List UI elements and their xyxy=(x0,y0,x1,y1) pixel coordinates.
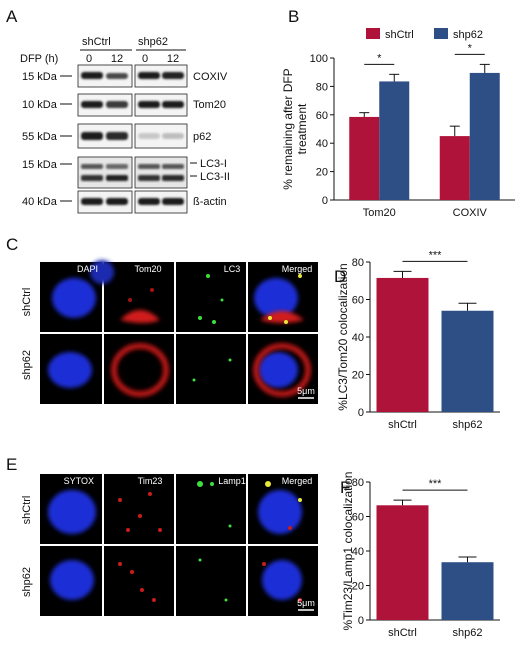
significance-label: * xyxy=(377,52,382,64)
y-tick-label: 100 xyxy=(310,53,328,65)
protein-label-coxiv: COXIV xyxy=(193,71,228,83)
y-tick-label: 60 xyxy=(352,295,364,307)
legend-label: shCtrl xyxy=(385,29,414,41)
y-tick-label: 40 xyxy=(352,546,364,558)
y-tick-label: 40 xyxy=(316,138,328,150)
x-tick-label: shCtrl xyxy=(388,419,417,431)
y-tick-label: 80 xyxy=(316,81,328,93)
timepoint-label: 12 xyxy=(167,53,179,65)
y-tick-label: 0 xyxy=(358,407,364,419)
bar xyxy=(469,72,500,200)
timepoint-label: 0 xyxy=(142,53,148,65)
kda-label: 10 kDa xyxy=(22,99,58,111)
row-label-shctrl: shCtrl xyxy=(21,496,33,525)
channel-label: SYTOX xyxy=(64,476,94,486)
y-tick-label: 60 xyxy=(352,512,364,524)
panel-letter-e: E xyxy=(6,455,17,474)
scale-bar-label: 5μm xyxy=(297,598,315,608)
bar xyxy=(376,505,429,620)
x-tick-label: shCtrl xyxy=(388,627,417,639)
protein-label-lc3-i: LC3-I xyxy=(200,158,227,170)
y-axis-label: treatment xyxy=(295,103,309,154)
protein-label-beta-actin: ß-actin xyxy=(193,196,227,208)
row-label-shp62: shp62 xyxy=(21,350,33,380)
y-tick-label: 20 xyxy=(352,581,364,593)
kda-label: 40 kDa xyxy=(22,196,58,208)
group-label-shp62: shp62 xyxy=(138,36,168,48)
y-tick-label: 0 xyxy=(358,615,364,627)
panel-letter-d: D xyxy=(334,267,346,286)
y-tick-label: 40 xyxy=(352,332,364,344)
row-label-shctrl: shCtrl xyxy=(21,288,33,317)
channel-label: Tom20 xyxy=(134,264,161,274)
channel-label: Merged xyxy=(282,264,313,274)
microscopy-panel-e: shCtrl shp62 SYTOX Tim23 Lamp1 Merged 5μ… xyxy=(21,474,318,616)
group-label-shctrl: shCtrl xyxy=(82,36,111,48)
x-tick-label: Tom20 xyxy=(363,207,396,219)
channel-label: Merged xyxy=(282,476,313,486)
legend-label: shp62 xyxy=(453,29,483,41)
channel-label: LC3 xyxy=(224,264,241,274)
y-tick-label: 80 xyxy=(352,257,364,269)
legend-swatch xyxy=(366,28,380,39)
significance-label: *** xyxy=(429,478,443,490)
panel-letter-c: C xyxy=(6,235,18,254)
y-axis-label: % remaining after DFP xyxy=(281,68,295,189)
bar xyxy=(441,562,494,620)
panel-letter-a: A xyxy=(6,7,18,26)
y-tick-label: 20 xyxy=(352,370,364,382)
timepoint-label: 12 xyxy=(111,53,123,65)
legend-swatch xyxy=(434,28,448,39)
row-label-shp62: shp62 xyxy=(21,567,33,597)
kda-label: 15 kDa xyxy=(22,71,58,83)
protein-label-p62: p62 xyxy=(193,131,211,143)
microscopy-panel-c: shCtrl shp62 DAPI Tom20 LC3 Merged 5μm xyxy=(21,260,318,404)
chart-d: 0 20 40 60 80%LC3/Tom20 colocalization shCtrl… xyxy=(336,249,500,431)
y-tick-label: 20 xyxy=(316,167,328,179)
timepoint-label: 0 xyxy=(86,53,92,65)
chart-f: 0 20 40 60 80%Tim23/Lamp1 colocalization shCt… xyxy=(341,472,500,639)
significance-label: * xyxy=(468,42,473,54)
channel-label: Tim23 xyxy=(138,476,163,486)
kda-label: 15 kDa xyxy=(22,159,58,171)
x-tick-label: shp62 xyxy=(453,419,483,431)
y-tick-label: 60 xyxy=(316,110,328,122)
y-axis-label: %LC3/Tom20 colocalization xyxy=(336,263,350,410)
y-axis-label: %Tim23/Lamp1 colocalization xyxy=(341,472,355,631)
x-tick-label: COXIV xyxy=(453,207,488,219)
protein-label-lc3-ii: LC3-II xyxy=(200,171,230,183)
y-tick-label: 0 xyxy=(322,195,328,207)
bar xyxy=(439,136,470,200)
bar xyxy=(349,116,380,200)
bar xyxy=(376,277,429,412)
y-tick-label: 80 xyxy=(352,477,364,489)
kda-label: 55 kDa xyxy=(22,131,58,143)
scale-bar-label: 5μm xyxy=(297,386,315,396)
significance-label: *** xyxy=(429,249,443,261)
channel-label: DAPI xyxy=(77,264,98,274)
chart-b: 0 20 40 60 80 100 % remaining after DFP treatme… xyxy=(281,28,515,219)
dfp-label: DFP (h) xyxy=(20,53,58,65)
channel-label: Lamp1 xyxy=(218,476,246,486)
bar xyxy=(441,310,494,412)
bar xyxy=(379,81,410,200)
western-blot-panel: shCtrl shp62 DFP (h) 0 12 0 12 15 kDa CO… xyxy=(20,36,230,214)
panel-letter-b: B xyxy=(288,7,299,26)
x-tick-label: shp62 xyxy=(453,627,483,639)
panel-letter-f: F xyxy=(340,478,350,497)
protein-label-tom20: Tom20 xyxy=(193,99,226,111)
